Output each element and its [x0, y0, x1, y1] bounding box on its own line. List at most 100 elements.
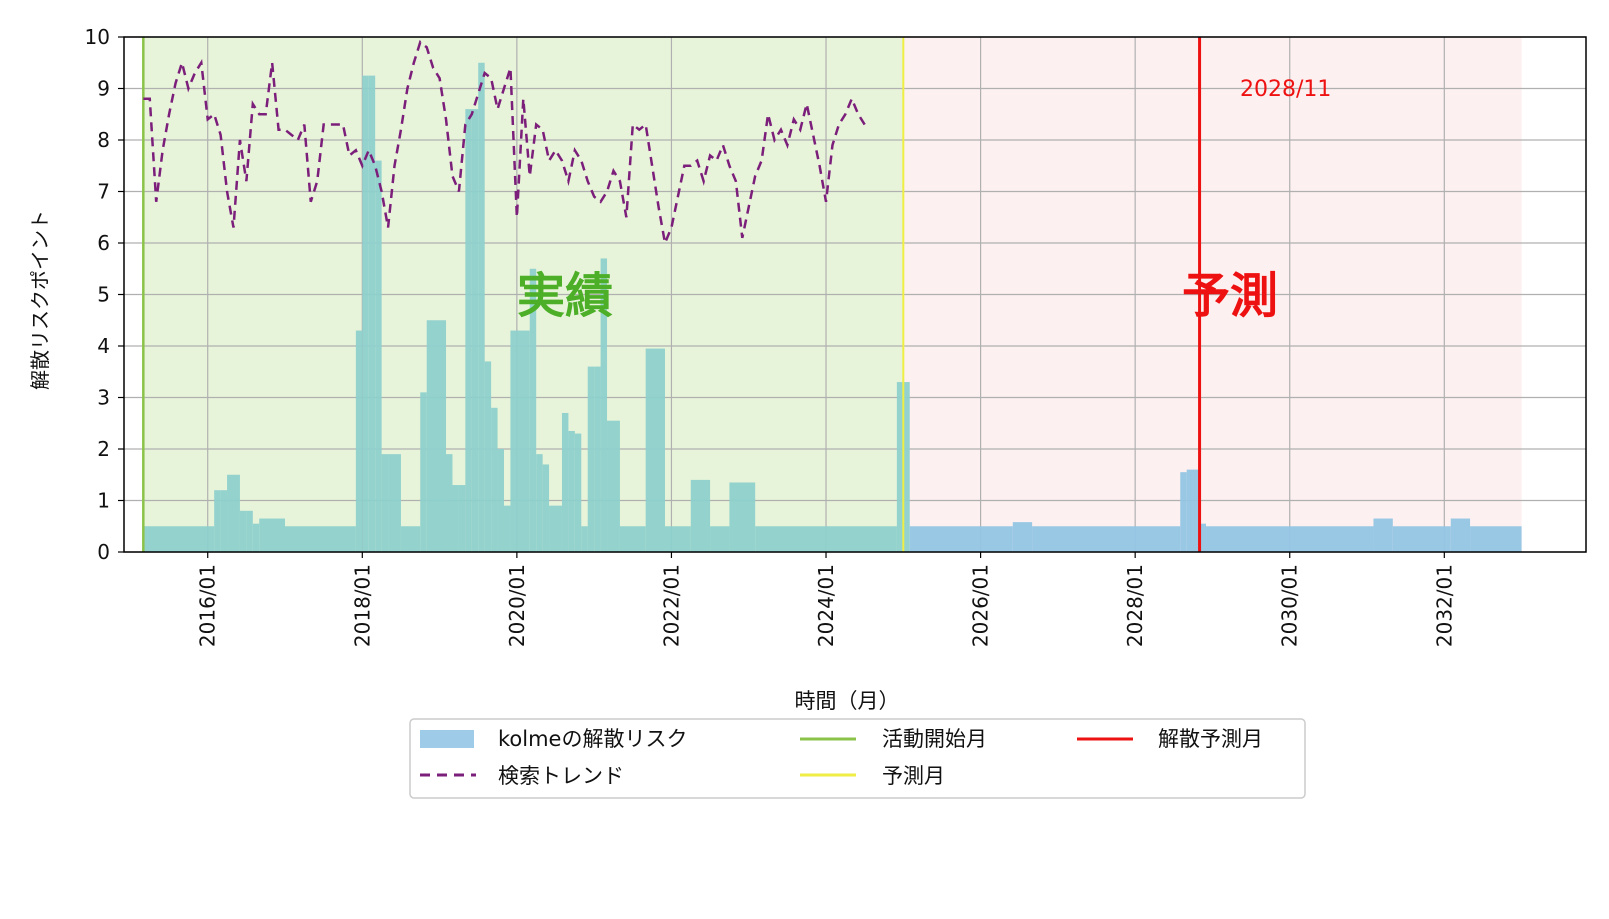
risk-bar	[381, 454, 389, 552]
risk-bar	[503, 505, 511, 552]
x-tick-label: 2022/01	[659, 564, 683, 647]
region-label-forecast: 予測	[1182, 268, 1278, 324]
risk-bar	[755, 526, 897, 552]
risk-bar	[420, 392, 427, 552]
risk-bar	[1392, 526, 1451, 552]
text-layer: 実績 予測 2028/11 解散リスクポイント 時間（月）	[28, 77, 1331, 713]
y-axis-label: 解散リスクポイント	[28, 210, 52, 390]
risk-bar	[400, 526, 421, 552]
risk-bar	[220, 490, 228, 552]
x-tick-label: 2032/01	[1432, 564, 1456, 647]
risk-bar	[233, 474, 240, 552]
risk-bar	[549, 505, 556, 552]
risk-bar	[710, 526, 730, 552]
risk-bar	[1032, 526, 1181, 552]
risk-bar	[581, 526, 588, 552]
risk-bar	[1012, 522, 1033, 552]
risk-bar	[600, 258, 608, 552]
y-tick-label: 6	[97, 231, 110, 255]
region-label-actual: 実績	[517, 268, 613, 324]
risk-bar	[529, 268, 537, 552]
y-tick-label: 9	[97, 77, 110, 101]
risk-bar	[613, 420, 620, 552]
risk-bar	[594, 366, 601, 552]
risk-bar	[1186, 469, 1200, 552]
x-tick-label: 2030/01	[1278, 564, 1302, 647]
dissolution-month-label: 2028/11	[1240, 77, 1331, 102]
risk-bar	[555, 505, 562, 552]
axes-layer: 0 1 2 3 4 5 6 7 8 9 10 2016/01 2018/01 2020/01 2022/01…	[85, 25, 1587, 647]
risk-bar	[143, 526, 215, 552]
search-trend-line	[143, 40, 866, 248]
y-tick-label: 1	[97, 489, 110, 513]
x-tick-label: 2024/01	[814, 564, 838, 647]
risk-bar	[478, 62, 485, 552]
risk-bar	[362, 75, 369, 552]
y-tick-label: 0	[97, 540, 110, 564]
y-tick-label: 7	[97, 180, 110, 204]
y-tick-label: 4	[97, 334, 110, 358]
risk-bar	[1199, 523, 1207, 552]
legend: kolmeの解散リスク 検索トレンド 活動開始月 予測月 解散予測月	[409, 718, 1306, 799]
risk-bar	[619, 526, 646, 552]
risk-bar	[471, 109, 479, 552]
legend-label-trend: 検索トレンド	[498, 764, 624, 788]
x-tick-label: 2020/01	[505, 564, 529, 647]
y-tick-label: 10	[85, 25, 110, 49]
risk-bar	[1373, 518, 1393, 552]
risk-bar	[375, 160, 382, 552]
risk-bar	[465, 109, 472, 552]
risk-bar	[426, 320, 447, 552]
risk-bar	[388, 454, 401, 552]
risk-bar	[574, 433, 582, 552]
line-layer	[142, 37, 1202, 552]
legend-label-forecast: 予測月	[882, 764, 945, 788]
risk-bar	[246, 510, 253, 552]
x-tick-label: 2018/01	[350, 564, 374, 647]
legend-label-dissolution: 解散予測月	[1158, 727, 1263, 751]
risk-bar	[568, 430, 575, 552]
y-tick-label: 5	[97, 283, 110, 307]
risk-bar	[458, 485, 466, 552]
x-tick-label: 2028/01	[1123, 564, 1147, 647]
risk-bar	[355, 330, 363, 552]
risk-bar	[252, 523, 260, 552]
risk-bar	[214, 490, 221, 552]
legend-label-start: 活動開始月	[882, 727, 987, 751]
risk-bar	[587, 366, 595, 552]
risk-bar	[446, 454, 453, 552]
risk-bar	[484, 361, 492, 552]
risk-bar	[368, 75, 376, 552]
risk-bar	[1206, 526, 1374, 552]
y-tick-label: 2	[97, 437, 110, 461]
legend-label-risk: kolmeの解散リスク	[498, 727, 687, 751]
risk-bar	[607, 420, 614, 552]
risk-bar	[497, 449, 504, 552]
bar-layer	[143, 62, 1522, 552]
risk-bar	[1470, 526, 1522, 552]
legend-swatch-risk	[420, 730, 474, 748]
risk-bar	[1450, 518, 1471, 552]
risk-bar	[227, 474, 234, 552]
risk-bar	[1180, 472, 1187, 552]
x-axis-label: 時間（月）	[795, 689, 900, 713]
risk-bar	[452, 485, 459, 552]
y-tick-label: 3	[97, 386, 110, 410]
risk-bar	[690, 479, 711, 552]
risk-bar	[729, 482, 756, 552]
x-tick-label: 2016/01	[196, 564, 220, 647]
risk-bar	[285, 526, 356, 552]
risk-bar	[665, 526, 691, 552]
risk-bar	[645, 348, 666, 552]
risk-bar	[259, 518, 286, 552]
risk-bar	[510, 330, 530, 552]
x-tick-label: 2026/01	[969, 564, 993, 647]
risk-bar	[239, 510, 247, 552]
risk-bar	[561, 412, 569, 552]
risk-bar	[536, 454, 543, 552]
risk-bar	[909, 526, 1013, 552]
y-tick-label: 8	[97, 128, 110, 152]
risk-bar	[491, 407, 498, 552]
